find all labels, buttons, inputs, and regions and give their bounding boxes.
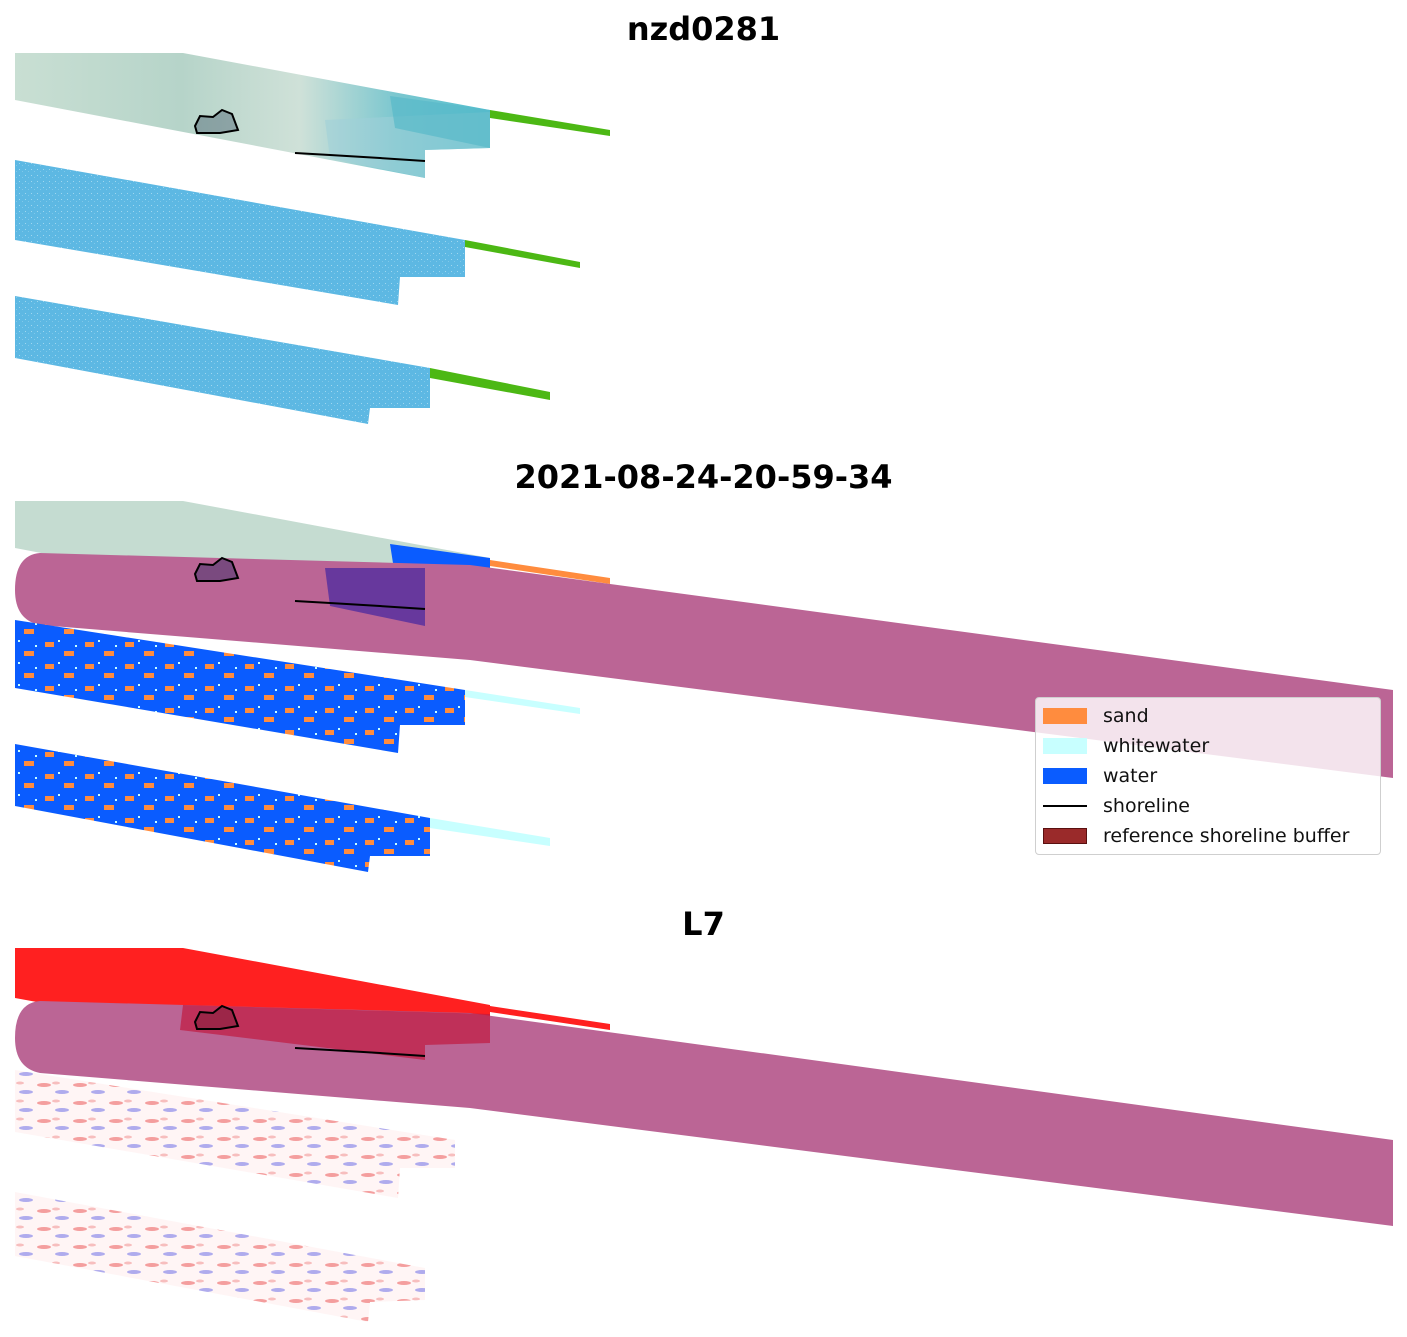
nir-strip-2 <box>15 296 550 424</box>
panel-title-1: nzd0281 <box>626 10 781 48</box>
panel-title-3: L7 <box>682 905 725 943</box>
buffer-swatch <box>1043 828 1087 844</box>
legend-label-sand: sand <box>1103 705 1149 727</box>
legend-item-water: water <box>1043 764 1379 788</box>
vegetation-strip-1 <box>490 110 610 136</box>
legend-item-shoreline: shoreline <box>1043 794 1379 818</box>
water-strip-1 <box>15 620 465 753</box>
index-ripple-strip-2 <box>15 1192 425 1322</box>
shoreline-2 <box>294 600 426 610</box>
shoreline-line-swatch <box>1043 805 1087 807</box>
legend-label-whitewater: whitewater <box>1103 735 1210 757</box>
reference-shoreline-buffer-3 <box>15 1001 1393 1226</box>
nir-strip-1 <box>15 160 580 305</box>
legend-label-shoreline: shoreline <box>1103 795 1190 817</box>
shoreline-outline-3 <box>193 1004 240 1030</box>
shoreline-1 <box>294 152 426 162</box>
shoreline-3 <box>294 1047 426 1057</box>
shoreline-outline-1 <box>193 108 240 134</box>
legend-item-buffer: reference shoreline buffer <box>1043 824 1379 848</box>
whitewater-swatch <box>1043 738 1087 754</box>
legend-item-whitewater: whitewater <box>1043 734 1379 758</box>
legend-label-buffer: reference shoreline buffer <box>1103 825 1350 847</box>
panel-image-rgb-composite <box>15 53 610 424</box>
index-ripple-strip-1 <box>15 1070 455 1198</box>
legend: sand whitewater water shoreline referenc… <box>1035 697 1381 855</box>
panel-image-index <box>15 948 1393 1322</box>
sand-swatch <box>1043 708 1087 724</box>
panel-title-2: 2021-08-24-20-59-34 <box>514 458 893 496</box>
legend-label-water: water <box>1103 765 1158 787</box>
legend-item-sand: sand <box>1043 704 1379 728</box>
rgb-strip <box>15 53 610 178</box>
shoreline-outline-2 <box>193 556 240 582</box>
water-swatch <box>1043 768 1087 784</box>
water-strip-2 <box>15 744 430 872</box>
